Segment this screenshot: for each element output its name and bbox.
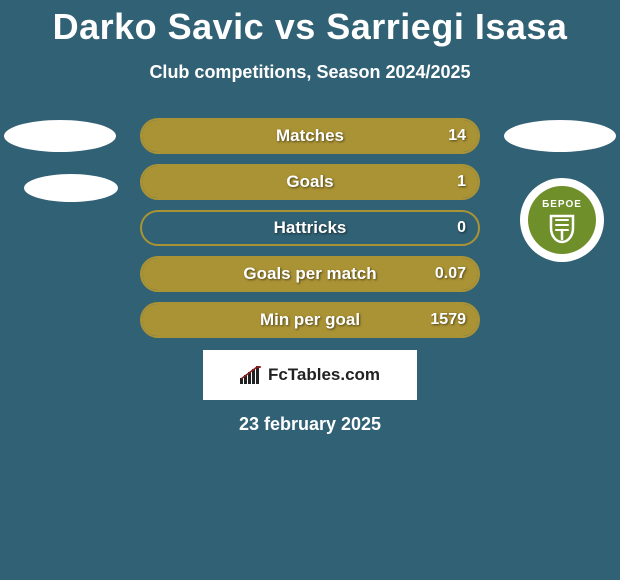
stat-rows: Matches14 Goals1 Hattricks0 Goals per match… <box>140 118 480 348</box>
page-title: Darko Savic vs Sarriegi Isasa <box>0 0 620 48</box>
snapshot-date: 23 february 2025 <box>0 414 620 435</box>
stat-row: Hattricks0 <box>140 210 480 246</box>
bar-chart-icon <box>240 366 262 384</box>
club-badge-text: БЕРОЕ <box>542 199 582 210</box>
stat-value-right: 14 <box>448 120 466 152</box>
stat-row: Goals per match0.07 <box>140 256 480 292</box>
stat-value-right: 1 <box>457 166 466 198</box>
stat-row: Goals1 <box>140 164 480 200</box>
stat-label: Min per goal <box>142 304 478 336</box>
stat-label: Hattricks <box>142 212 478 244</box>
stat-label: Matches <box>142 120 478 152</box>
page-subtitle: Club competitions, Season 2024/2025 <box>0 62 620 83</box>
stat-row: Min per goal1579 <box>140 302 480 338</box>
player-right-club-badge: БЕРОЕ <box>520 178 604 262</box>
stat-row: Matches14 <box>140 118 480 154</box>
player-right-avatar-placeholder-1 <box>504 120 616 152</box>
brand-text: FcTables.com <box>268 365 380 385</box>
stat-label: Goals per match <box>142 258 478 290</box>
stat-value-right: 0 <box>457 212 466 244</box>
shield-icon <box>545 212 579 246</box>
player-left-avatar-placeholder-2 <box>24 174 118 202</box>
brand-badge[interactable]: FcTables.com <box>203 350 417 400</box>
stat-value-right: 0.07 <box>435 258 466 290</box>
stat-value-right: 1579 <box>430 304 466 336</box>
stat-label: Goals <box>142 166 478 198</box>
player-left-avatar-placeholder-1 <box>4 120 116 152</box>
